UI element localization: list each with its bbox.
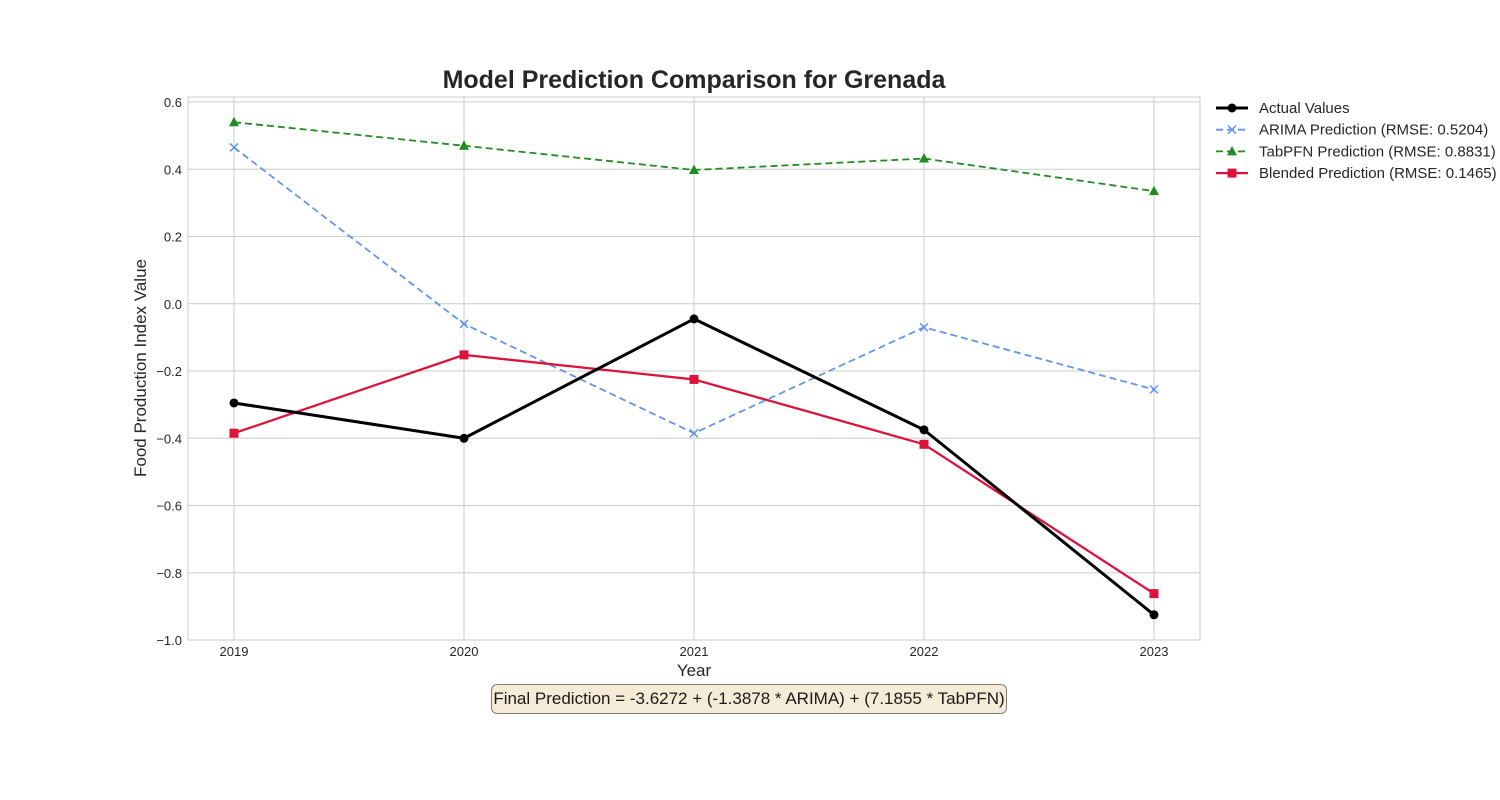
series-tabpfn <box>229 116 1159 196</box>
x-tick-label: 2022 <box>910 644 939 659</box>
marker-stroke <box>1227 125 1237 135</box>
marker-stroke <box>459 319 469 329</box>
legend-label: TabPFN Prediction (RMSE: 0.8831) <box>1259 143 1496 160</box>
y-tick-label: −0.8 <box>156 566 182 581</box>
marker-stroke <box>919 322 929 332</box>
series-blended <box>229 350 1159 599</box>
y-tick-label: −0.6 <box>156 499 182 514</box>
legend-label: ARIMA Prediction (RMSE: 0.5204) <box>1259 122 1488 139</box>
y-tick-label: 0.4 <box>164 162 182 177</box>
formula-text: Final Prediction = -3.6272 + (-1.3878 * … <box>493 689 1005 708</box>
data-point-arima <box>229 142 239 152</box>
marker-stroke <box>229 142 239 152</box>
x-tick-label: 2023 <box>1140 644 1169 659</box>
legend-label: Blended Prediction (RMSE: 0.1465) <box>1259 165 1497 182</box>
data-point-tabpfn <box>229 116 239 127</box>
y-tick-label: −0.4 <box>156 431 182 446</box>
series-actual <box>229 314 1159 620</box>
x-tick-label: 2020 <box>450 644 479 659</box>
data-point-actual <box>919 425 929 435</box>
y-tick-label: 0.2 <box>164 230 182 245</box>
data-point-actual <box>459 433 469 443</box>
legend-item-tabpfn: TabPFN Prediction (RMSE: 0.8831) <box>1216 143 1496 160</box>
data-point-blended <box>459 350 469 360</box>
data-point-actual <box>1149 610 1159 620</box>
x-tick-label: 2021 <box>680 644 709 659</box>
data-point-tabpfn <box>1149 185 1159 196</box>
data-point-arima <box>919 322 929 332</box>
data-point-tabpfn <box>689 164 699 174</box>
legend: Actual Values ARIMA Prediction (RMSE: 0.5… <box>1216 100 1497 182</box>
marker-stroke <box>1149 384 1159 395</box>
data-point-tabpfn <box>919 153 929 163</box>
y-tick-label: −0.2 <box>156 364 182 379</box>
data-point-actual <box>689 314 699 324</box>
series-layer <box>229 116 1159 620</box>
tick-labels: −1.0 −0.8 −0.6 −0.4 −0.2 0.0 0.2 0.4 0.6 2019 2020… <box>156 95 1168 659</box>
data-point-tabpfn <box>459 140 469 150</box>
data-point-arima <box>1149 384 1159 395</box>
data-point-arima <box>459 319 469 329</box>
series-arima <box>229 142 1159 438</box>
data-point-blended <box>229 428 239 438</box>
data-point-blended <box>919 439 929 449</box>
data-point-blended <box>689 374 699 384</box>
chart-title: Model Prediction Comparison for Grenada <box>443 66 947 94</box>
legend-label: Actual Values <box>1259 100 1350 117</box>
y-axis-label: Food Production Index Value <box>131 259 150 477</box>
data-point-actual <box>229 398 239 408</box>
plot-frame <box>187 96 1201 641</box>
data-point-arima <box>689 428 699 438</box>
data-point-blended <box>1149 589 1159 599</box>
legend-marker <box>1227 145 1237 156</box>
grid <box>188 97 1200 641</box>
legend-marker <box>1227 103 1237 113</box>
legend-item-blended: Blended Prediction (RMSE: 0.1465) <box>1216 165 1497 182</box>
marker-stroke <box>689 428 699 438</box>
y-tick-label: 0.6 <box>164 95 182 110</box>
y-tick-label: −1.0 <box>156 633 182 648</box>
legend-item-actual: Actual Values <box>1216 100 1350 117</box>
legend-marker <box>1227 168 1237 178</box>
formula-annotation: Final Prediction = -3.6272 + (-1.3878 * … <box>491 684 1007 714</box>
legend-item-arima: ARIMA Prediction (RMSE: 0.5204) <box>1216 122 1488 139</box>
x-axis-label: Year <box>677 661 712 680</box>
y-tick-label: 0.0 <box>164 297 182 312</box>
x-tick-label: 2019 <box>220 644 249 659</box>
legend-marker <box>1227 125 1237 135</box>
